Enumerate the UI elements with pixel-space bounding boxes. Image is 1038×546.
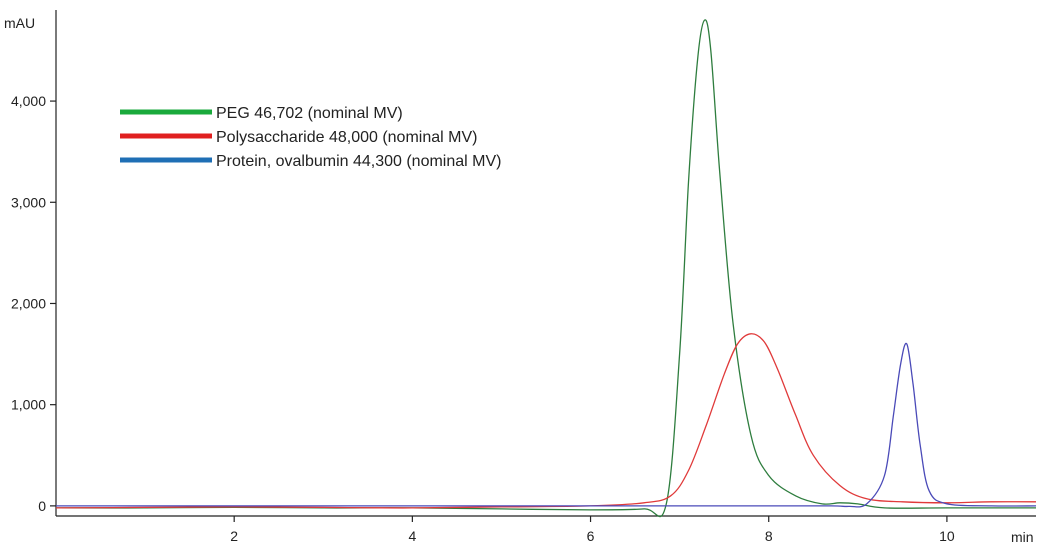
series-line-2	[55, 333, 1037, 509]
y-tick-label: 2,000	[11, 295, 46, 311]
traces	[55, 19, 1037, 518]
legend-label: Polysaccharide 48,000 (nominal MV)	[216, 129, 477, 146]
x-tick-label: 4	[408, 528, 416, 544]
x-axis-unit: min	[1011, 529, 1034, 545]
legend-label: Protein, ovalbumin 44,300 (nominal MV)	[216, 153, 501, 170]
x-tick-label: 10	[939, 528, 955, 544]
legend-label: PEG 46,702 (nominal MV)	[216, 105, 403, 122]
x-tick-label: 2	[230, 528, 238, 544]
y-tick-label: 4,000	[11, 93, 46, 109]
ticks: 0 1,000 2,000 3,000 4,000 2 4 6 8 10	[11, 93, 955, 544]
y-axis-unit: mAU	[4, 15, 35, 31]
x-tick-label: 6	[587, 528, 595, 544]
y-tick-label: 1,000	[11, 397, 46, 413]
y-tick-label: 0	[38, 498, 46, 514]
series-line-1	[55, 19, 1036, 518]
y-tick-label: 3,000	[11, 194, 46, 210]
x-tick-label: 8	[765, 528, 773, 544]
axes: mAU min	[4, 10, 1036, 545]
legend: PEG 46,702 (nominal MV) Polysaccharide 48…	[120, 105, 501, 170]
series-line-3	[55, 342, 1037, 508]
